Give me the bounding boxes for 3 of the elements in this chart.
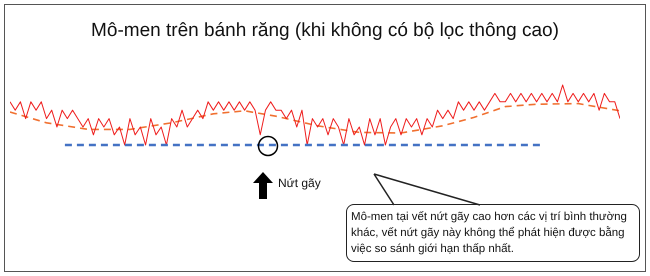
chart-title: Mô-men trên bánh răng (khi không có bộ lọc thông cao) — [90, 20, 560, 42]
text: Nứt gãy — [278, 176, 321, 190]
text: Mô-men tại vết nứt gãy cao hơn các vị trí bình thường khác, vết nứt gãy này không thể phát hiện được bằng việc so sánh giới hạn thấp nhất. — [346, 204, 640, 262]
